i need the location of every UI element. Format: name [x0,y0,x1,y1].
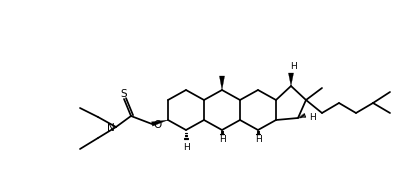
Polygon shape [288,73,294,86]
Text: H: H [219,136,225,145]
Polygon shape [220,76,225,90]
Text: H: H [290,62,296,70]
Text: O: O [153,120,161,130]
Text: H: H [183,142,189,151]
Text: N: N [107,123,115,133]
Text: H: H [255,136,261,145]
Text: H: H [309,113,316,122]
Polygon shape [151,120,168,126]
Text: S: S [121,89,127,99]
